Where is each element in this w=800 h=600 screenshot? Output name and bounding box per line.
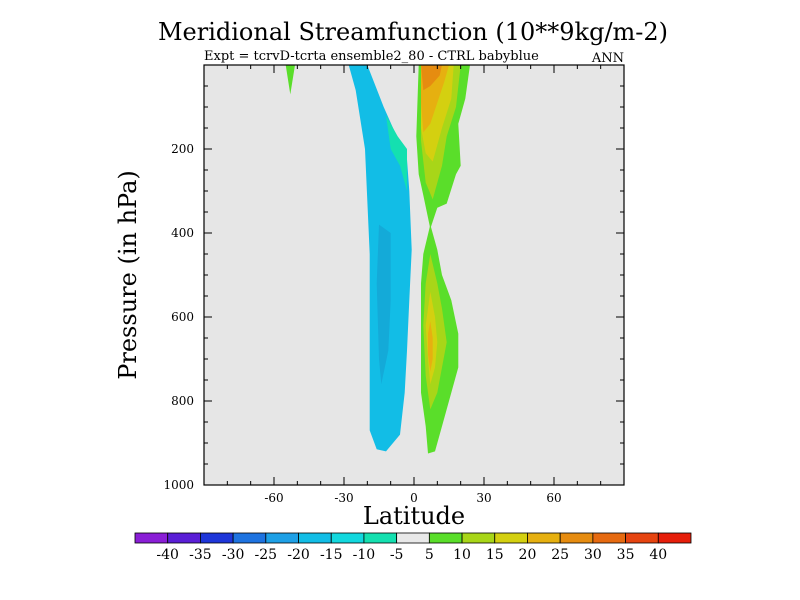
y-tick-label: 200 xyxy=(171,142,194,156)
y-tick-label: 800 xyxy=(171,394,194,408)
x-tick-label: -30 xyxy=(334,491,353,505)
y-tick-label: 600 xyxy=(171,310,194,324)
x-tick-label: 30 xyxy=(476,491,491,505)
colorbar-labels: -40 -35 -30 -25 -20 -15 -10 -5 5 10 15 20 25 30 35 40 xyxy=(156,547,667,563)
colorbar-label: -35 xyxy=(189,547,212,563)
colorbar-label: -40 xyxy=(156,547,179,563)
x-tick-label: -60 xyxy=(264,491,283,505)
colorbar-label: -5 xyxy=(390,547,404,563)
colorbar-swatch xyxy=(592,532,626,544)
colorbar xyxy=(134,532,692,544)
colorbar-label: -15 xyxy=(320,547,343,563)
colorbar-label: -25 xyxy=(255,547,278,563)
colorbar-swatch xyxy=(494,532,528,544)
colorbar-swatch xyxy=(396,532,430,544)
contour-south-cell-minus15 xyxy=(376,224,391,385)
chart-subtitle-left: Expt = tcrvD-tcrta ensemble2_80 - CTRL b… xyxy=(204,49,539,64)
colorbar-label: 5 xyxy=(425,547,434,563)
plot-background xyxy=(204,65,624,485)
y-tick-labels: 200 400 600 800 1000 xyxy=(163,142,194,492)
colorbar-label: 15 xyxy=(486,547,504,563)
colorbar-label: -30 xyxy=(222,547,245,563)
colorbar-swatch xyxy=(428,532,463,544)
plot-frame xyxy=(203,64,625,486)
contour-regions xyxy=(285,65,470,454)
colorbar-label: 25 xyxy=(551,547,569,563)
colorbar-label: -10 xyxy=(353,547,376,563)
colorbar-swatch xyxy=(167,532,201,544)
x-tick-label: 60 xyxy=(546,491,561,505)
y-tick-label: 400 xyxy=(171,226,194,240)
colorbar-label: 40 xyxy=(649,547,667,563)
x-tick-labels: -60 -30 0 30 60 xyxy=(264,491,561,505)
axis-ticks xyxy=(204,65,624,485)
colorbar-label: 10 xyxy=(453,547,471,563)
colorbar-swatch xyxy=(625,532,659,544)
colorbar-swatch xyxy=(200,532,234,544)
contour-north-upper-30 xyxy=(421,65,442,91)
colorbar-swatch xyxy=(461,532,496,544)
colorbar-label: -20 xyxy=(287,547,310,563)
colorbar-swatch xyxy=(330,532,365,544)
colorbar-label: 35 xyxy=(617,547,635,563)
colorbar-swatch xyxy=(232,532,267,544)
x-tick-label: 0 xyxy=(410,491,418,505)
chart-title: Meridional Streamfunction (10**9kg/m-2) xyxy=(158,18,668,46)
colorbar-swatch xyxy=(657,532,692,544)
y-tick-label: 1000 xyxy=(163,478,194,492)
colorbar-label: 20 xyxy=(519,547,537,563)
colorbar-swatch xyxy=(559,532,594,544)
plot-area xyxy=(203,64,625,486)
colorbar-swatch xyxy=(134,532,169,544)
colorbar-swatch xyxy=(363,532,398,544)
colorbar-label: 30 xyxy=(584,547,602,563)
colorbar-swatch xyxy=(298,532,332,544)
x-axis-label: Latitude xyxy=(363,502,465,530)
colorbar-swatch xyxy=(265,532,299,544)
contour-north-lower-25 xyxy=(428,321,433,372)
y-axis-label: Pressure (in hPa) xyxy=(114,170,142,380)
colorbar-swatch xyxy=(527,532,561,544)
chart-subtitle-right: ANN xyxy=(591,51,624,66)
contour-south-small-minus5 xyxy=(285,65,295,95)
contour-south-cell-minus5-upper xyxy=(386,115,407,191)
